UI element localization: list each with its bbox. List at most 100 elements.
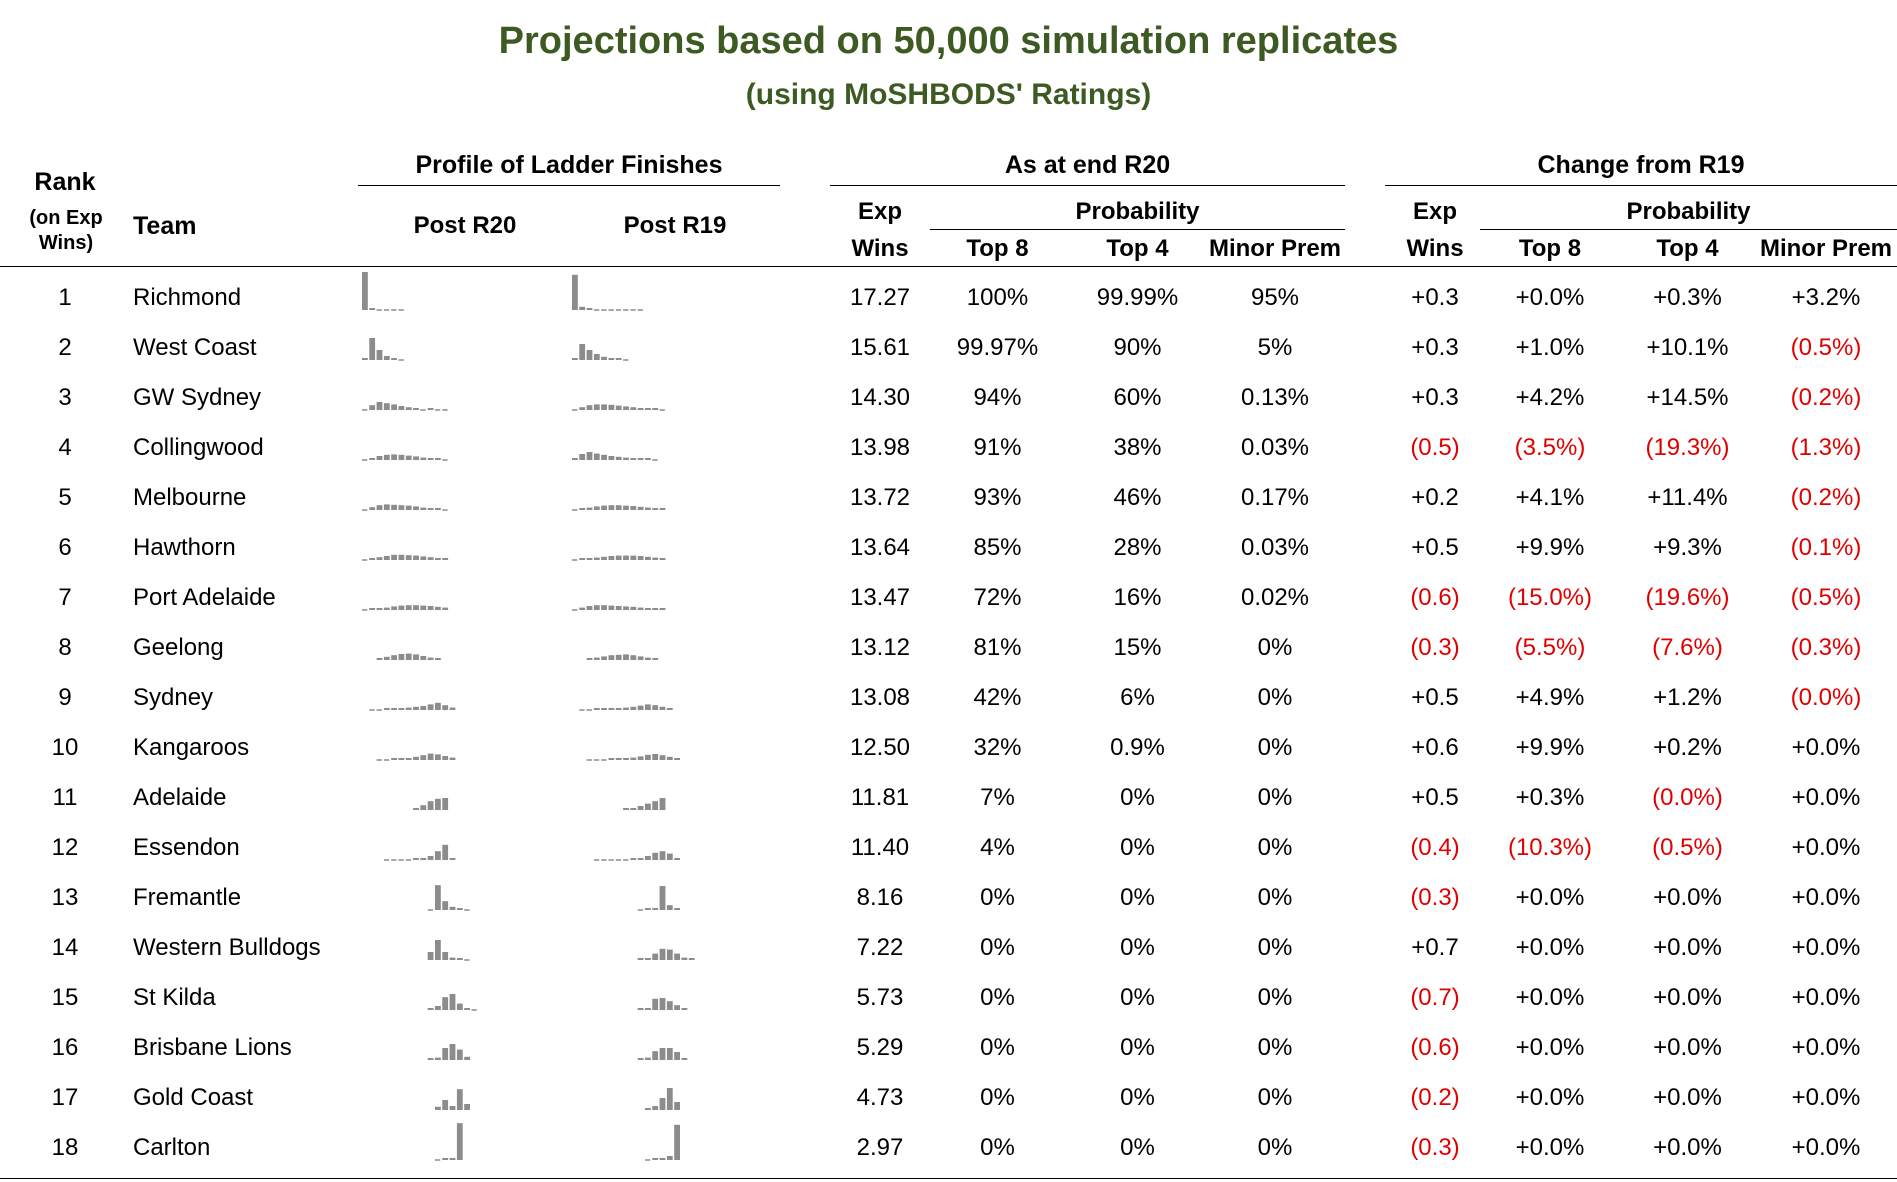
minor-prem-cell: 0% — [1257, 934, 1293, 961]
sparkline-bar — [464, 1104, 470, 1110]
sparkline-bar — [645, 754, 651, 760]
sparkline-bar — [608, 404, 615, 410]
sparkline-bar — [666, 1048, 673, 1060]
sparkline-bar — [615, 405, 622, 410]
exp-wins-cell: 13.47 — [849, 584, 911, 611]
sparkline-bar — [427, 856, 434, 860]
sparkline-bar — [449, 1044, 456, 1060]
sparkline-bar — [427, 1058, 434, 1060]
sparkline-bar — [623, 707, 629, 710]
exp-wins-cell: 13.72 — [849, 484, 911, 511]
sparkline-bar — [615, 555, 622, 560]
change-top4-cell: +14.5% — [1646, 384, 1729, 411]
sparkline-bar — [593, 605, 600, 610]
change-top4-header: Top 4 — [1656, 235, 1719, 262]
sparkline-bar — [369, 405, 376, 410]
sparkline-bar — [608, 505, 615, 510]
sparkline-bar — [586, 405, 593, 410]
sparkline-bar — [645, 556, 651, 560]
sparkline-bar — [398, 554, 405, 560]
sparkline-bar — [369, 608, 376, 610]
rank-cell: 6 — [58, 534, 72, 561]
sparkline-bar — [652, 557, 659, 560]
sparkline-bar — [442, 705, 449, 710]
sparkline-bar — [623, 654, 629, 660]
sparkline-bar — [442, 1158, 449, 1160]
top8-cell: 93% — [973, 484, 1022, 511]
sparkline-bar — [413, 408, 419, 410]
sparkline-bar — [601, 356, 607, 360]
change-top4-cell: (0.0%) — [1652, 784, 1723, 811]
top8-cell: 85% — [973, 534, 1022, 561]
sparkline-bar — [652, 1051, 659, 1060]
top4-cell: 15% — [1113, 634, 1162, 661]
sparkline-bar — [391, 358, 397, 360]
sparkline-bar — [586, 452, 593, 460]
sparkline-bar — [674, 758, 680, 760]
sparkline-bar — [659, 851, 666, 860]
profile-group-header: Profile of Ladder Finishes — [415, 151, 723, 179]
team-cell: GW Sydney — [133, 384, 262, 411]
sparkline-bar — [420, 706, 427, 710]
sparkline-bar — [369, 458, 376, 460]
top8-cell: 100% — [966, 284, 1029, 311]
sparkline-bar — [601, 404, 607, 410]
change-top4-cell: +10.1% — [1646, 334, 1729, 361]
sparkline-bar — [456, 1049, 463, 1060]
sparkline-bar — [391, 554, 397, 560]
rank-cell: 16 — [51, 1034, 79, 1061]
post-r19-sparkline — [637, 886, 680, 911]
sparkline-bar — [659, 1098, 666, 1110]
sparkline-bar — [420, 858, 427, 860]
sparkline-bar — [427, 508, 434, 510]
sparkline-bar — [688, 958, 695, 960]
rank-header: Rank — [34, 168, 96, 196]
sparkline-bar — [427, 557, 434, 560]
top8-cell: 4% — [980, 834, 1015, 861]
sparkline-bar — [405, 758, 412, 760]
change-minor-prem-cell: (0.2%) — [1790, 484, 1862, 511]
change-exp-wins-cell: (0.6) — [1410, 584, 1460, 611]
sparkline-bar — [449, 757, 456, 760]
rank-cell: 15 — [51, 984, 79, 1011]
change-top8-cell: (15.0%) — [1507, 584, 1593, 611]
change-top4-cell: +0.0% — [1653, 1084, 1722, 1111]
sparkline-bar — [413, 654, 419, 660]
sparkline-bar — [572, 274, 578, 310]
sparkline-bar — [674, 953, 680, 960]
sparkline-bar — [637, 556, 644, 560]
sparkline-bar — [405, 505, 412, 510]
sparkline-bar — [420, 605, 427, 610]
team-cell: St Kilda — [133, 984, 216, 1011]
sparkline-bar — [456, 1089, 463, 1110]
change-minor-prem-cell: (0.3%) — [1790, 634, 1862, 661]
sparkline-bar — [435, 1006, 441, 1010]
sparkline-bar — [442, 1048, 449, 1060]
sparkline-bar — [420, 755, 427, 760]
top8-header: Top 8 — [966, 235, 1029, 262]
change-top8-cell: (3.5%) — [1514, 434, 1586, 461]
sparkline-bar — [586, 658, 593, 660]
sparkline-bar — [572, 358, 578, 360]
sparkline-bar — [398, 406, 405, 410]
exp-wins-cell: 17.27 — [849, 284, 911, 311]
as-at-group-header: As at end R20 — [1004, 151, 1171, 179]
change-top4-cell: +0.3% — [1653, 284, 1722, 311]
top8-cell: 0% — [980, 1034, 1015, 1061]
team-cell: Kangaroos — [133, 734, 250, 761]
change-top4-cell: +11.4% — [1647, 484, 1728, 511]
change-top4-cell: +0.2% — [1653, 734, 1722, 761]
post-r20-sparkline — [362, 272, 404, 311]
top4-cell: 99.99% — [1096, 284, 1179, 311]
sparkline-bar — [608, 456, 615, 460]
wins-header: Wins — [851, 235, 909, 262]
exp-wins-cell: 13.08 — [849, 684, 911, 711]
exp-wins-cell: 5.29 — [856, 1034, 904, 1061]
sparkline-bar — [637, 656, 644, 660]
post-r19-sparkline — [572, 404, 665, 411]
change-probability-header: Probability — [1626, 198, 1751, 225]
post-r19-sparkline — [637, 998, 688, 1010]
sparkline-bar — [405, 707, 412, 710]
sparkline-bar — [652, 1106, 659, 1110]
minor-prem-cell: 0% — [1257, 684, 1293, 711]
